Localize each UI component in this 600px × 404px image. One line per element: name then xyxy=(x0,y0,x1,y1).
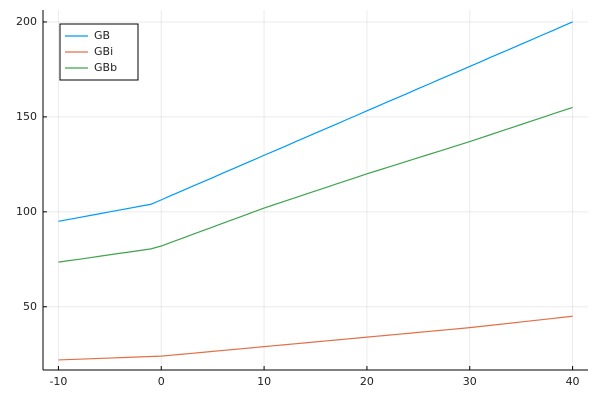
x-tick-label: 10 xyxy=(257,375,271,388)
legend-label: GB xyxy=(94,29,110,42)
y-tick-label: 150 xyxy=(16,110,37,123)
y-tick-label: 200 xyxy=(16,15,37,28)
series-line xyxy=(58,21,573,222)
y-tick-label: 100 xyxy=(16,205,37,218)
series-line xyxy=(58,315,573,361)
legend-label: GBi xyxy=(94,45,113,58)
y-tick-label: 50 xyxy=(23,300,37,313)
x-tick-label: 0 xyxy=(158,375,165,388)
x-tick-label: 40 xyxy=(566,375,580,388)
legend-label: GBb xyxy=(94,61,117,74)
x-tick-label: 20 xyxy=(360,375,374,388)
x-tick-label: 30 xyxy=(463,375,477,388)
series-line xyxy=(58,106,573,263)
x-tick-label: -10 xyxy=(49,375,67,388)
